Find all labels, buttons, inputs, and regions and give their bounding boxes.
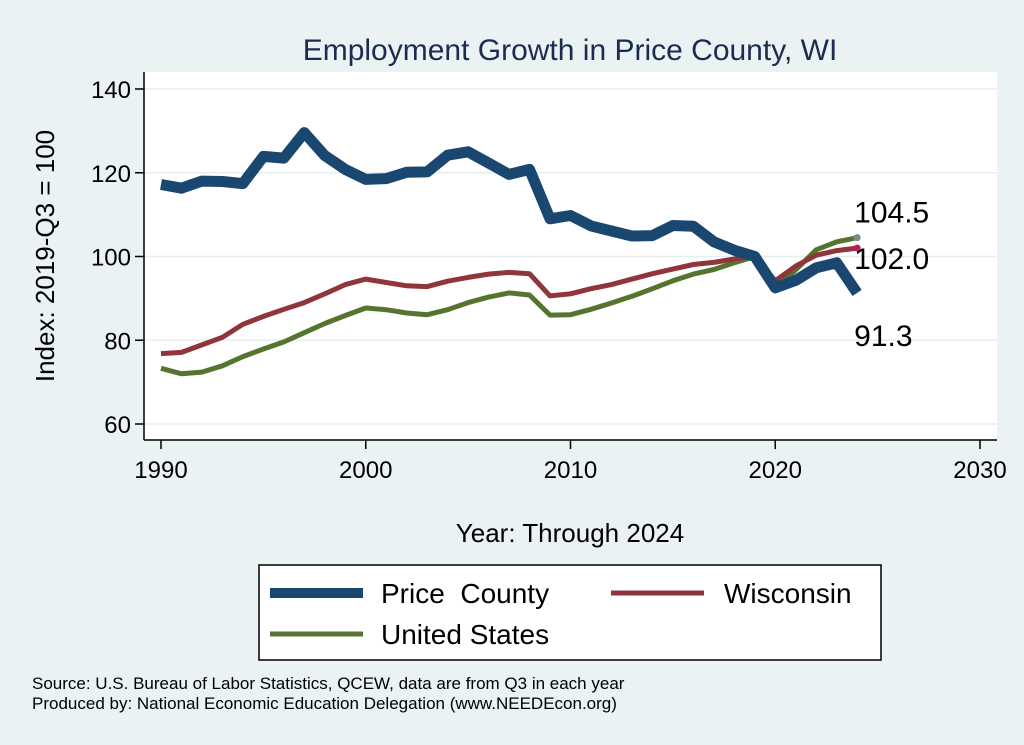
series-line-united-states (160, 235, 858, 377)
y-tick-label-100: 100 (91, 245, 131, 272)
source-line-2: Produced by: National Economic Education… (32, 694, 617, 713)
end-label-wisconsin: 102.0 (854, 243, 929, 276)
x-tick-label-2020: 2020 (749, 457, 802, 484)
x-axis-title: Year: Through 2024 (456, 518, 684, 548)
legend-label-wisconsin: Wisconsin (724, 578, 852, 609)
series-lines (160, 127, 862, 377)
end-point-united-states (853, 234, 861, 242)
x-tick-label-1990: 1990 (134, 457, 187, 484)
y-tick-label-140: 140 (91, 77, 131, 104)
end-labels: 91.3 102.0 104.5 (854, 197, 929, 353)
y-tick-label-120: 120 (91, 161, 131, 188)
x-tick-label-2010: 2010 (544, 457, 597, 484)
x-tick-label-2030: 2030 (953, 457, 1006, 484)
axis-ticks: 60 80 100 120 140 1990 2000 2010 2020 2030 (91, 77, 1007, 484)
x-tick-label-2000: 2000 (339, 457, 392, 484)
legend-label-united-states: United States (381, 619, 549, 650)
legend-box (258, 564, 882, 661)
legend: Price County Wisconsin United States (258, 564, 882, 661)
series-line-wisconsin (160, 245, 858, 357)
y-tick-label-60: 60 (104, 412, 131, 439)
end-label-price-county: 91.3 (854, 320, 912, 353)
y-tick-label-80: 80 (104, 328, 131, 355)
chart-title: Employment Growth in Price County, WI (303, 34, 838, 67)
end-point-wisconsin (853, 244, 861, 252)
series-line-price-county (160, 127, 862, 296)
y-axis-title: Index: 2019-Q3 = 100 (30, 130, 60, 382)
end-label-united-states: 104.5 (854, 197, 929, 230)
legend-label-price-county: Price County (381, 578, 549, 609)
source-line-1: Source: U.S. Bureau of Labor Statistics,… (32, 674, 625, 693)
